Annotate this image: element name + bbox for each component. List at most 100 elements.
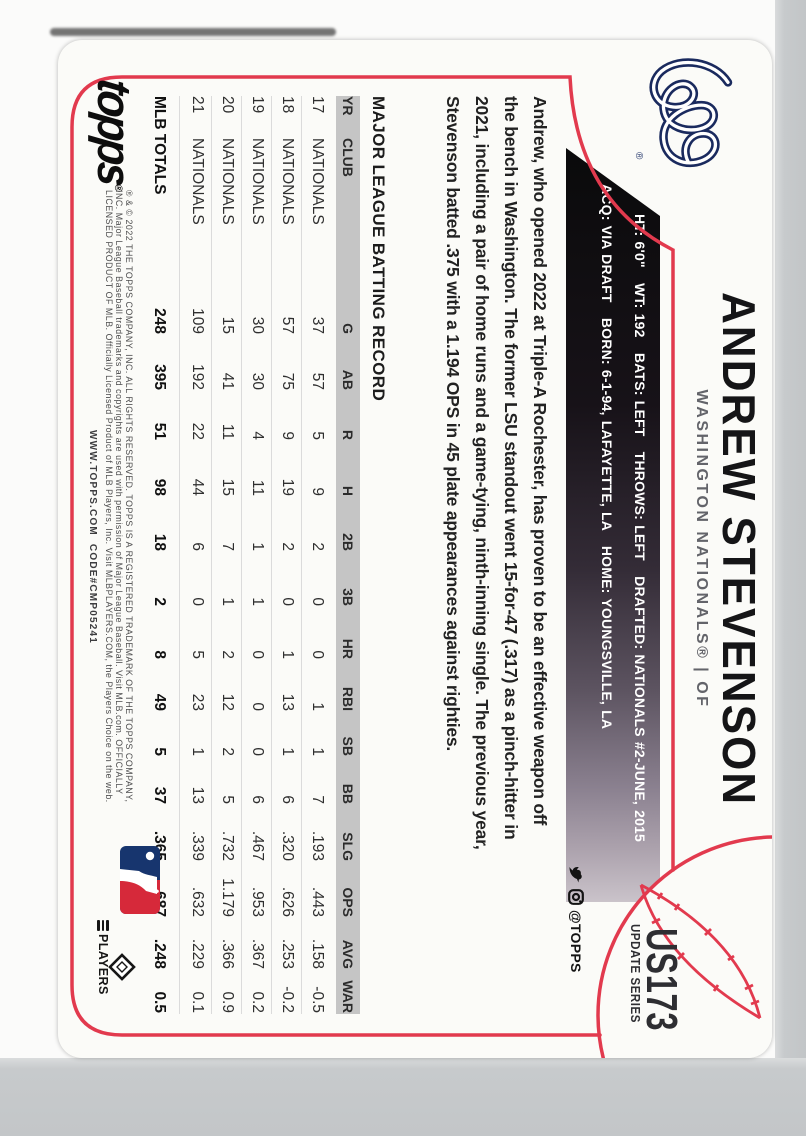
series-label: UPDATE SERIES bbox=[628, 924, 642, 1023]
col-header: HR bbox=[340, 638, 356, 659]
card-edge-shadow bbox=[50, 28, 336, 36]
team-position-line: WASHINGTON NATIONALS® | OF bbox=[693, 389, 710, 709]
cell: 11 bbox=[219, 423, 236, 440]
col-header: RBI bbox=[340, 686, 356, 711]
col-header: BB bbox=[340, 783, 356, 804]
cell: 2 bbox=[151, 597, 168, 606]
red-frame-and-baseball-graphic bbox=[70, 75, 772, 1058]
cell: .158 bbox=[309, 938, 326, 969]
topps-social-handle: @TOPPS bbox=[568, 910, 584, 973]
website-code-line: WWW.TOPPS.COM CODE#CMP05241 bbox=[87, 430, 98, 645]
cell: 98 bbox=[151, 478, 168, 496]
cell: 0.9 bbox=[219, 991, 236, 1013]
cell: 0 bbox=[309, 597, 326, 606]
cell: 5 bbox=[189, 650, 206, 659]
cell: 6 bbox=[189, 542, 206, 551]
cell: 12 bbox=[219, 693, 236, 711]
cell: 395 bbox=[151, 364, 168, 390]
cell: .367 bbox=[249, 938, 266, 969]
cell: 51 bbox=[151, 422, 168, 440]
cell: 0 bbox=[309, 650, 326, 659]
cell: 49 bbox=[151, 693, 168, 711]
cell: .632 bbox=[189, 886, 206, 917]
cell: .443 bbox=[309, 886, 326, 917]
mlb-players-logo: PLAYERS bbox=[96, 920, 110, 995]
cell: 2 bbox=[309, 542, 326, 551]
cell: 109 bbox=[189, 308, 206, 334]
player-name: ANDREW STEVENSON bbox=[713, 291, 765, 807]
twitter-icon bbox=[570, 867, 583, 883]
cell: 4 bbox=[249, 431, 266, 440]
cell-yr: 20 bbox=[219, 96, 236, 114]
cell: 2 bbox=[219, 650, 236, 659]
social-row: @TOPPS bbox=[568, 866, 584, 973]
cell: 23 bbox=[189, 693, 206, 711]
cell: 1.179 bbox=[219, 878, 236, 917]
cell: 0 bbox=[279, 597, 296, 606]
fine-print-line: LICENSED PRODUCT OF MLB. Officially Lice… bbox=[104, 190, 114, 803]
cell: 0 bbox=[189, 597, 206, 606]
col-header: R bbox=[340, 429, 356, 440]
cell: 9 bbox=[279, 431, 296, 440]
table-header-row: YR CLUB G AB R H 2B 3B HR RBI SB BB SLG … bbox=[336, 96, 360, 1014]
cell: 0 bbox=[249, 747, 266, 756]
fine-print: ® & © 2022 THE TOPPS COMPANY, INC. ALL R… bbox=[104, 190, 134, 803]
paragraph-line: Andrew, who opened 2022 at Triple-A Roch… bbox=[530, 96, 550, 826]
cell: -0.2 bbox=[279, 986, 296, 1013]
cell: .366 bbox=[219, 938, 236, 969]
cell: 6 bbox=[279, 795, 296, 804]
cell: 44 bbox=[189, 478, 206, 496]
cell: 30 bbox=[249, 372, 266, 390]
cell: 9 bbox=[309, 487, 326, 496]
cell: .732 bbox=[219, 830, 236, 861]
cell: .467 bbox=[249, 830, 266, 861]
cell: 22 bbox=[189, 422, 206, 440]
mlb-logo bbox=[120, 846, 160, 914]
col-header: G bbox=[340, 323, 356, 334]
col-header: CLUB bbox=[340, 138, 356, 177]
col-header: 3B bbox=[340, 588, 356, 606]
topps-logo: topps® bbox=[86, 76, 140, 194]
cell: 57 bbox=[309, 372, 326, 390]
card-number: US173 bbox=[637, 928, 686, 1032]
cell: 11 bbox=[249, 479, 266, 496]
cell: 0.2 bbox=[249, 991, 266, 1013]
cell-club: NATIONALS bbox=[189, 138, 206, 225]
cell: 7 bbox=[309, 795, 326, 804]
cell: .193 bbox=[309, 830, 326, 861]
col-header: SB bbox=[340, 736, 356, 756]
cell: 7 bbox=[219, 542, 236, 551]
cell: 57 bbox=[279, 316, 296, 334]
table-row: 20 NATIONALS 15 41 11 15 7 1 2 12 2 5 .7… bbox=[212, 96, 242, 1014]
nats-logo-registered-mark: ® bbox=[633, 152, 644, 160]
cell: 2 bbox=[279, 542, 296, 551]
red-pinstripe-frame bbox=[70, 75, 675, 1037]
cell: 5 bbox=[309, 431, 326, 440]
cell: 18 bbox=[151, 533, 168, 551]
cell: .253 bbox=[279, 938, 296, 969]
col-header: SLG bbox=[340, 832, 356, 861]
cell: 1 bbox=[249, 542, 266, 551]
col-header: OPS bbox=[340, 887, 356, 917]
cell: 37 bbox=[151, 786, 168, 804]
col-header: 2B bbox=[340, 533, 356, 551]
cell: 75 bbox=[279, 372, 296, 390]
cell: 1 bbox=[309, 747, 326, 756]
col-header: AB bbox=[340, 369, 356, 390]
scanner-background-band bbox=[775, 0, 806, 1136]
cell: 37 bbox=[309, 316, 326, 334]
cell: 192 bbox=[189, 364, 206, 390]
cell-club: NATIONALS bbox=[309, 138, 326, 225]
table-row: 17 NATIONALS 37 57 5 9 2 0 0 1 1 7 .193 … bbox=[302, 96, 332, 1014]
cell-yr: 17 bbox=[309, 96, 326, 114]
cell: 2 bbox=[219, 747, 236, 756]
table-row: 19 NATIONALS 30 30 4 11 1 1 0 0 0 6 .467… bbox=[242, 96, 272, 1014]
cell-club: NATIONALS bbox=[249, 138, 266, 225]
cell-yr: 19 bbox=[249, 96, 266, 114]
cell: 248 bbox=[151, 308, 168, 334]
baseball-card-back: HT: 6'0" WT: 192 BATS: LEFT THROWS: LEFT… bbox=[58, 40, 772, 1058]
nationals-w-logo bbox=[649, 58, 733, 168]
cell: 13 bbox=[189, 786, 206, 804]
cell: 15 bbox=[219, 316, 236, 334]
